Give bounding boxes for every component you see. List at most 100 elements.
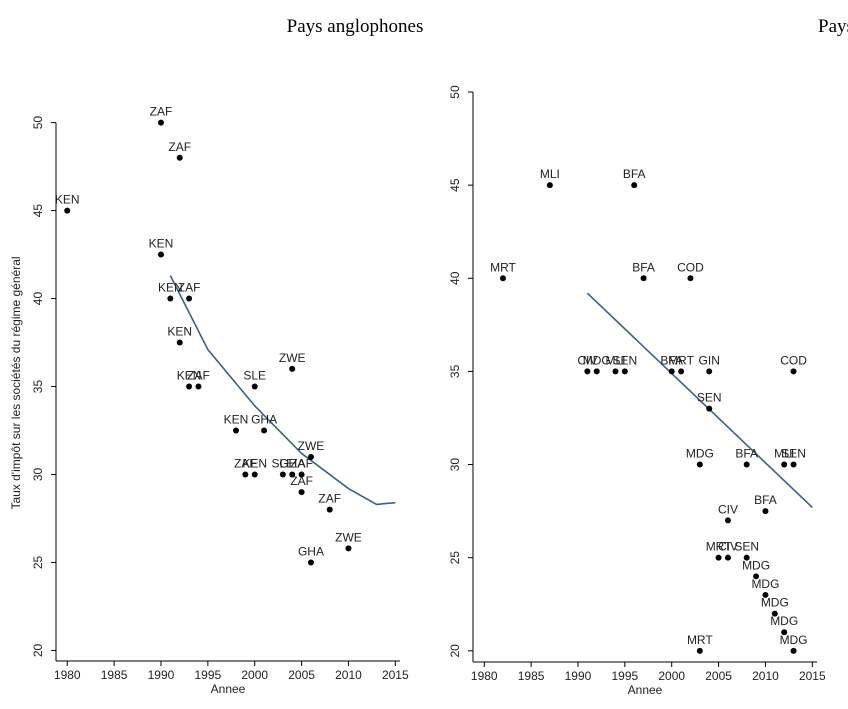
point [251, 383, 258, 390]
point-label: MLI [605, 353, 625, 367]
point [186, 295, 193, 302]
x-tick-label: 1990 [148, 668, 175, 682]
point [167, 295, 174, 302]
point-label: SEN [697, 391, 722, 405]
point-label: ZAF [290, 456, 313, 470]
point [186, 383, 193, 390]
point [790, 647, 797, 654]
point-label: ZAF [187, 369, 210, 383]
point [668, 368, 675, 375]
y-tick-label: 25 [448, 551, 462, 565]
point-label: MLI [540, 167, 560, 181]
point [261, 427, 268, 434]
point [678, 368, 685, 375]
point [584, 368, 591, 375]
point-label: MLI [774, 447, 794, 461]
point [743, 554, 750, 561]
y-tick-label: 35 [31, 380, 45, 394]
x-tick-label: 2015 [799, 669, 826, 683]
point-label: ZAF [234, 456, 257, 470]
point [176, 154, 183, 161]
point-label: MDG [583, 353, 611, 367]
point-label: CIV [577, 353, 597, 367]
point [157, 251, 164, 258]
y-tick-label: 35 [448, 364, 462, 378]
point [743, 461, 750, 468]
x-tick-label: 1985 [518, 669, 545, 683]
y-tick-label: 20 [448, 644, 462, 658]
point-label: KEN [177, 369, 202, 383]
y-axis-label: Taux d'impôt sur les sociétés du régime … [9, 256, 23, 509]
point [298, 471, 305, 478]
point-label: BFA [660, 353, 683, 367]
point [195, 383, 202, 390]
x-tick-label: 2000 [658, 669, 685, 683]
point-label: CIV [718, 540, 738, 554]
y-tick-label: 30 [448, 458, 462, 472]
x-tick-label: 1990 [565, 669, 592, 683]
point-label: MDG [751, 577, 779, 591]
point-label: ZWE [279, 351, 306, 365]
x-axis-label: Annee [628, 683, 663, 697]
point [499, 275, 506, 282]
point-label: COD [780, 353, 807, 367]
point-label: GIN [699, 353, 720, 367]
point-label: SEN [734, 540, 759, 554]
point-label: KEN [224, 413, 249, 427]
x-tick-label: 1980 [471, 669, 498, 683]
point-label: KEN [167, 325, 192, 339]
point [546, 182, 553, 189]
point [762, 591, 769, 598]
fit-line [586, 292, 813, 508]
x-tick-label: 2005 [705, 669, 732, 683]
point [289, 471, 296, 478]
point-label: CIV [718, 502, 738, 516]
point-label: MDG [780, 633, 808, 647]
point-label: BFA [735, 447, 758, 461]
point [640, 275, 647, 282]
chart-title: Pays francophones [818, 16, 848, 37]
point-label: ZAF [168, 140, 191, 154]
point-label: MRT [668, 353, 694, 367]
point [289, 365, 296, 372]
x-tick-label: 2015 [382, 668, 409, 682]
x-tick-label: 1995 [194, 668, 221, 682]
x-tick-label: 2010 [752, 669, 779, 683]
point [715, 554, 722, 561]
point [345, 545, 352, 552]
x-tick-label: 1995 [611, 669, 638, 683]
point [790, 368, 797, 375]
point [64, 207, 71, 214]
point-label: BFA [632, 260, 655, 274]
point [612, 368, 619, 375]
point-label: MDG [761, 596, 789, 610]
point [687, 275, 694, 282]
y-tick-label: 45 [448, 178, 462, 192]
point-label: BFA [754, 493, 777, 507]
point-label: ZWE [335, 530, 362, 544]
point-label: ZAF [150, 105, 173, 119]
point [621, 368, 628, 375]
point [724, 554, 731, 561]
point [753, 573, 760, 580]
point [307, 453, 314, 460]
y-tick-label: 45 [31, 204, 45, 218]
x-tick-label: 1985 [101, 668, 128, 682]
y-tick-label: 40 [448, 271, 462, 285]
fit-line [169, 275, 396, 506]
point-label: SLE [243, 369, 266, 383]
point [157, 119, 164, 126]
point [242, 471, 249, 478]
point-label: MDG [686, 447, 714, 461]
point [696, 647, 703, 654]
point-label: KEN [158, 281, 183, 295]
point-label: SLE [271, 456, 294, 470]
y-tick-label: 50 [31, 116, 45, 130]
point [696, 461, 703, 468]
x-axis-label: Annee [211, 682, 246, 696]
point [298, 489, 305, 496]
point-label: GHA [251, 413, 277, 427]
point [176, 339, 183, 346]
